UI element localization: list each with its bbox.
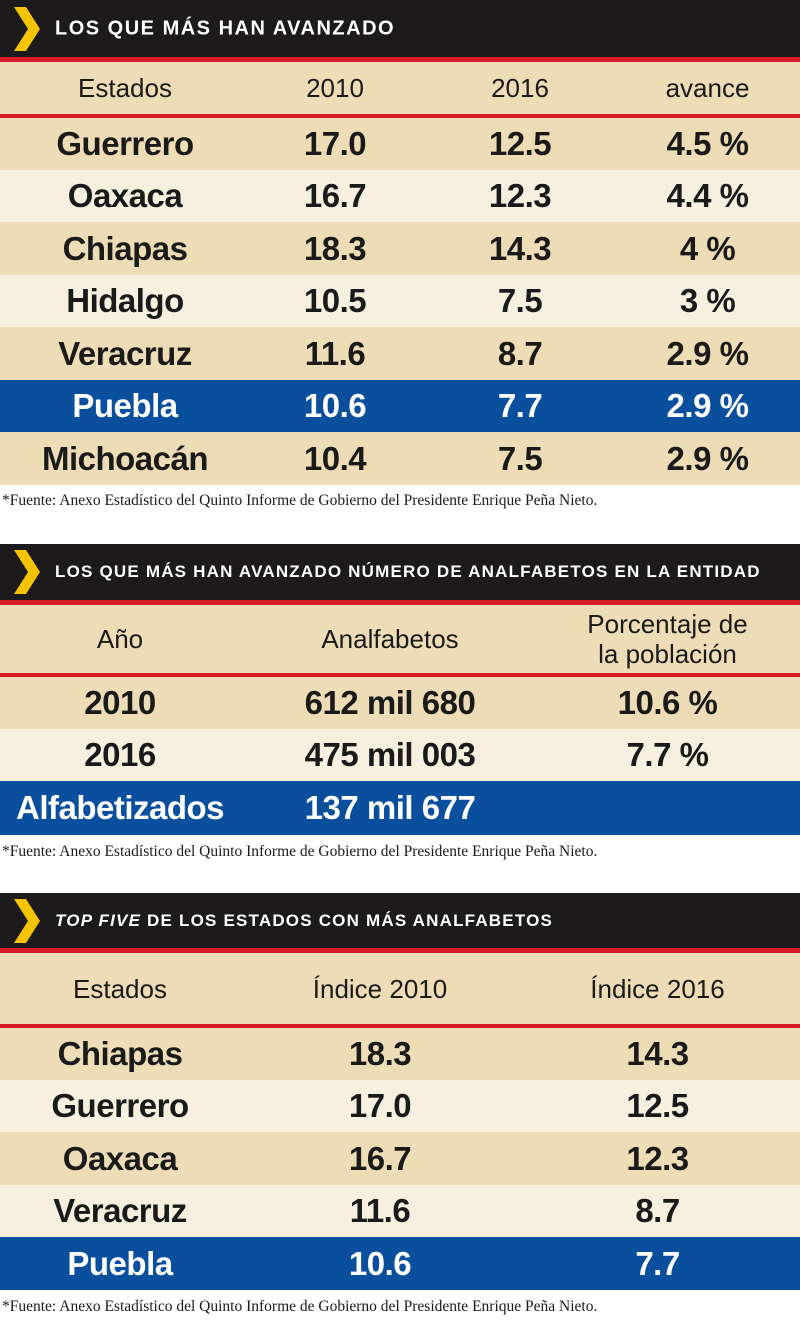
table2: Año Analfabetos Porcentaje de la poblaci…	[0, 605, 800, 835]
illiterates-count: 612 mil 680	[304, 684, 476, 721]
value-2010: 10.5	[303, 282, 367, 319]
index-2010: 17.0	[348, 1087, 412, 1124]
value-2010: 18.3	[303, 229, 367, 267]
illiterates-count: 475 mil 003	[304, 736, 476, 773]
index-2016: 8.7	[635, 1192, 680, 1229]
table2-source: *Fuente: Anexo Estadístico del Quinto In…	[2, 843, 598, 860]
value-2016: 7.5	[497, 439, 543, 477]
value-2016: 8.7	[497, 334, 543, 372]
value-2010: 16.7	[303, 177, 367, 214]
table3-col-states: Estados	[73, 973, 167, 1004]
table3-header: TOP FIVE DE LOS ESTADOS CON MÁS ANALFABE…	[0, 893, 800, 953]
value-avance: 4.5 %	[666, 125, 749, 162]
table2-col-year: Año	[96, 624, 144, 654]
state-name: Chiapas	[57, 1035, 183, 1072]
value-2016: 7.7	[497, 387, 543, 424]
state-name: Chiapas	[62, 229, 188, 267]
value-2016: 12.5	[488, 125, 552, 162]
value-avance: 3 %	[679, 282, 736, 319]
percentage-header-line2: la población	[598, 639, 737, 669]
table-row: Oaxaca 16.7 12.3 4.4 %	[0, 170, 800, 222]
state-name: Veracruz	[53, 1192, 187, 1229]
table2-title: LOS QUE MÁS HAN AVANZADO NÚMERO DE ANALF…	[55, 562, 761, 581]
state-name: Michoacán	[41, 439, 209, 477]
highlighted-row: Puebla 10.6 7.7 2.9 %	[0, 380, 800, 432]
chevron-right-icon	[14, 550, 40, 594]
table3-source: *Fuente: Anexo Estadístico del Quinto In…	[2, 1298, 598, 1315]
index-2010: 10.6	[348, 1244, 412, 1282]
table1-col-2010: 2010	[306, 73, 364, 103]
state-name: Guerrero	[51, 1087, 189, 1124]
table1-header: LOS QUE MÁS HAN AVANZADO	[0, 0, 800, 62]
state-name: Puebla	[67, 1244, 173, 1282]
year: 2010	[84, 684, 156, 721]
table3-head: Estados Índice 2010 Índice 2016	[0, 953, 800, 1028]
value-2010: 17.0	[303, 125, 367, 162]
table3-title-rest: DE LOS ESTADOS CON MÁS ANALFABETOS	[141, 910, 554, 930]
table1-col-avance: avance	[665, 73, 750, 103]
index-2010: 18.3	[348, 1035, 412, 1072]
literate-count: 137 mil 677	[304, 789, 476, 826]
highlighted-row: Puebla 10.6 7.7	[0, 1237, 800, 1290]
value-2016: 12.3	[488, 177, 552, 214]
table1-col-states: Estados	[78, 73, 172, 103]
table2-col-illiterates: Analfabetos	[321, 624, 459, 654]
table1-title: LOS QUE MÁS HAN AVANZADO	[55, 17, 396, 39]
value-2010: 10.6	[303, 387, 367, 424]
literate-label: Alfabetizados	[15, 789, 225, 826]
state-name: Hidalgo	[66, 282, 184, 319]
table-row: Veracruz 11.6 8.7 2.9 %	[0, 327, 800, 380]
table2-head: Año Analfabetos Porcentaje de la poblaci…	[0, 605, 800, 677]
index-2010: 11.6	[349, 1192, 411, 1229]
index-2016: 7.7	[635, 1244, 680, 1282]
chevron-right-icon	[14, 898, 40, 943]
table-row: Chiapas 18.3 14.3	[0, 1028, 800, 1080]
table-row: 2016 475 mil 003 7.7 %	[0, 729, 800, 781]
table-row: Guerrero 17.0 12.5 4.5 %	[0, 118, 800, 170]
value-2016: 7.5	[497, 282, 543, 319]
index-2016: 14.3	[626, 1035, 689, 1072]
index-2016: 12.3	[626, 1139, 689, 1177]
state-name: Guerrero	[56, 125, 194, 162]
value-avance: 2.9 %	[666, 334, 749, 372]
value-avance: 2.9 %	[666, 387, 749, 424]
value-avance: 4.4 %	[666, 177, 749, 214]
table3-col-index-2016: Índice 2016	[590, 973, 725, 1004]
literate-percentage	[565, 781, 770, 835]
table1-col-2016: 2016	[491, 73, 549, 103]
value-avance: 2.9 %	[666, 439, 749, 477]
state-name: Oaxaca	[67, 177, 183, 214]
percentage-header-line1: Porcentaje de	[587, 609, 748, 639]
state-name: Puebla	[72, 387, 178, 424]
table2-header: LOS QUE MÁS HAN AVANZADO NÚMERO DE ANALF…	[0, 544, 800, 605]
table-row: Chiapas 18.3 14.3 4 %	[0, 222, 800, 275]
value-2010: 11.6	[304, 334, 366, 372]
state-name: Oaxaca	[62, 1139, 178, 1177]
table1: Estados 2010 2016 avance Guerrero 17.0 1…	[0, 62, 800, 485]
population-percentage: 10.6 %	[617, 684, 718, 721]
index-2010: 16.7	[348, 1139, 412, 1177]
highlighted-row: Alfabetizados 137 mil 677	[0, 781, 800, 835]
table-row: Michoacán 10.4 7.5 2.9 %	[0, 432, 800, 485]
state-name: Veracruz	[58, 334, 192, 372]
table3-title-italic: TOP FIVE	[55, 910, 142, 930]
table1-head: Estados 2010 2016 avance	[0, 62, 800, 118]
year: 2016	[84, 736, 156, 773]
table3: Estados Índice 2010 Índice 2016 Chiapas …	[0, 953, 800, 1290]
table1-source: *Fuente: Anexo Estadístico del Quinto In…	[2, 492, 598, 509]
table-row: Veracruz 11.6 8.7	[0, 1185, 800, 1237]
value-avance: 4 %	[679, 229, 736, 267]
population-percentage: 7.7 %	[626, 736, 709, 773]
chevron-right-icon	[14, 6, 40, 51]
table-row: Guerrero 17.0 12.5	[0, 1080, 800, 1132]
table-row: Oaxaca 16.7 12.3	[0, 1132, 800, 1185]
table-row: Hidalgo 10.5 7.5 3 %	[0, 275, 800, 327]
table3-title: TOP FIVE DE LOS ESTADOS CON MÁS ANALFABE…	[55, 911, 553, 931]
value-2010: 10.4	[303, 439, 367, 477]
table3-col-index-2010: Índice 2010	[312, 973, 448, 1004]
table2-col-percentage: Porcentaje de la población	[565, 605, 770, 673]
value-2016: 14.3	[488, 229, 552, 267]
table-row: 2010 612 mil 680 10.6 %	[0, 677, 800, 729]
index-2016: 12.5	[626, 1087, 689, 1124]
